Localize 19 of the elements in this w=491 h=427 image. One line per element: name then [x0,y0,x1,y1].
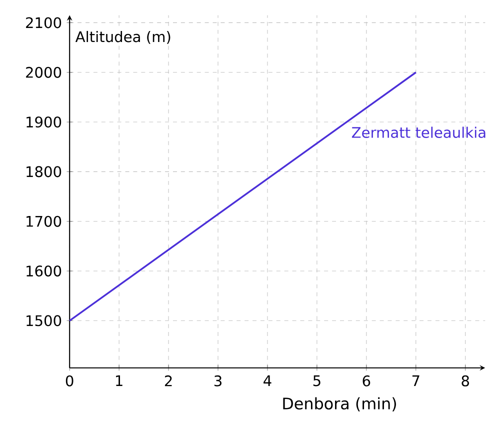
y-tick-label: 2000 [26,67,62,78]
x-tick-label: 8 [462,376,469,387]
x-axis-title: Denbora (min) [283,397,396,412]
x-tick-label: 3 [214,376,222,387]
y-tick-label: 1600 [26,266,62,277]
y-tick-label: 1500 [26,315,62,326]
y-tick-label: 2100 [26,17,62,28]
y-tick-label: 1700 [26,216,62,228]
y-tick-label: 1900 [26,116,62,128]
x-tick-label: 7 [412,376,420,386]
series-label: Zermatt teleaulkia [352,126,486,138]
x-tick-label: 4 [264,376,272,386]
x-tick-label: 5 [313,376,320,386]
x-tick-label: 0 [66,376,74,387]
x-tick-label: 2 [164,376,172,386]
y-axis-title: Altitudea (m) [75,31,170,44]
x-tick-label: 6 [362,376,370,387]
y-tick-label: 1800 [26,166,62,178]
x-tick-label: 1 [116,376,122,386]
